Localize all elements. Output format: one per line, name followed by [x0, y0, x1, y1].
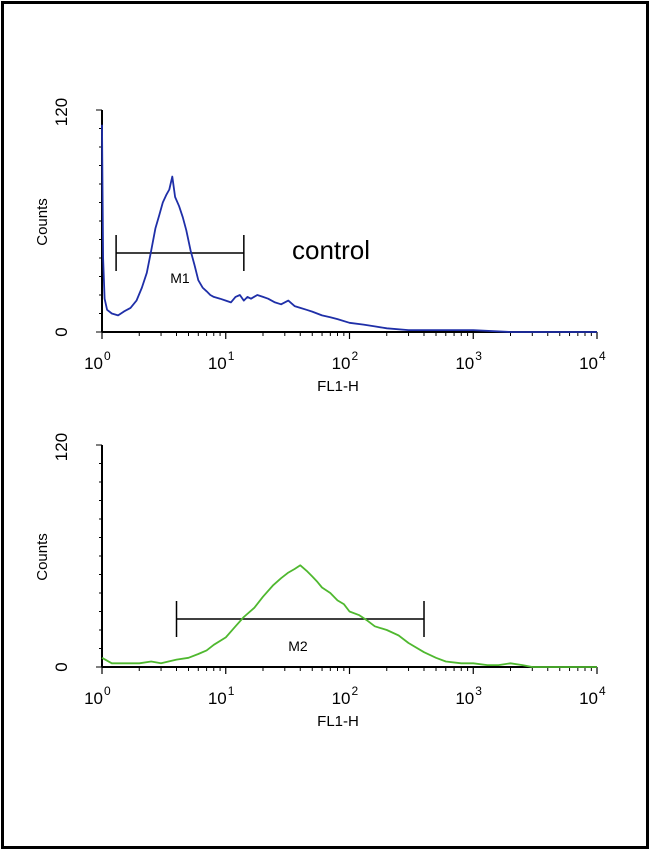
- x-tick-label-exponent: 3: [475, 684, 482, 698]
- chart-top-ylabel: Counts: [34, 198, 51, 246]
- chart-bottom-ytick-max: 120: [52, 433, 71, 461]
- chart-top-annotation: control: [292, 235, 370, 265]
- x-tick-label-exponent: 4: [599, 684, 606, 698]
- x-tick-label-base: 10: [579, 689, 598, 708]
- chart-top: Counts FL1-H 120 0 control M1 10 0 10 1 10 2 1…: [34, 98, 606, 395]
- chart-bottom: Counts FL1-H 120 0 M2 10 0 10 1 10 2 10 3 10 4: [34, 433, 606, 730]
- x-tick-label-base: 10: [332, 354, 351, 373]
- chart-top-marker-label: M1: [170, 270, 190, 286]
- x-tick-label-exponent: 1: [228, 684, 235, 698]
- x-tick-label-base: 10: [332, 689, 351, 708]
- chart-bottom-xlabel: FL1-H: [317, 713, 359, 730]
- chart-bottom-xtick-labels: 10 0 10 1 10 2 10 3 10 4: [84, 684, 606, 708]
- chart-bottom-plot: [96, 444, 598, 674]
- chart-top-xlabel: FL1-H: [317, 378, 359, 395]
- x-tick-label-base: 10: [84, 354, 103, 373]
- x-tick-label-exponent: 2: [352, 684, 359, 698]
- chart-top-ytick-max: 120: [52, 98, 71, 126]
- chart-top-xtick-labels: 10 0 10 1 10 2 10 3 10 4: [84, 349, 606, 373]
- chart-bottom-marker-label: M2: [288, 638, 308, 654]
- histogram-series-line: [101, 124, 597, 333]
- x-tick-label-base: 10: [455, 354, 474, 373]
- x-tick-label-exponent: 3: [475, 349, 482, 363]
- chart-bottom-ytick-min: 0: [52, 662, 71, 671]
- chart-top-ytick-min: 0: [52, 327, 71, 336]
- x-tick-label-exponent: 0: [104, 349, 111, 363]
- histogram-series-line: [101, 564, 597, 668]
- x-tick-label-base: 10: [84, 689, 103, 708]
- chart-bottom-ylabel: Counts: [34, 533, 51, 581]
- x-tick-label-exponent: 2: [352, 349, 359, 363]
- x-tick-label-base: 10: [208, 689, 227, 708]
- x-tick-label-exponent: 1: [228, 349, 235, 363]
- x-tick-label-base: 10: [208, 354, 227, 373]
- x-tick-label-base: 10: [579, 354, 598, 373]
- x-tick-label-base: 10: [455, 689, 474, 708]
- chart-top-plot: [96, 109, 598, 339]
- x-tick-label-exponent: 0: [104, 684, 111, 698]
- x-tick-label-exponent: 4: [599, 349, 606, 363]
